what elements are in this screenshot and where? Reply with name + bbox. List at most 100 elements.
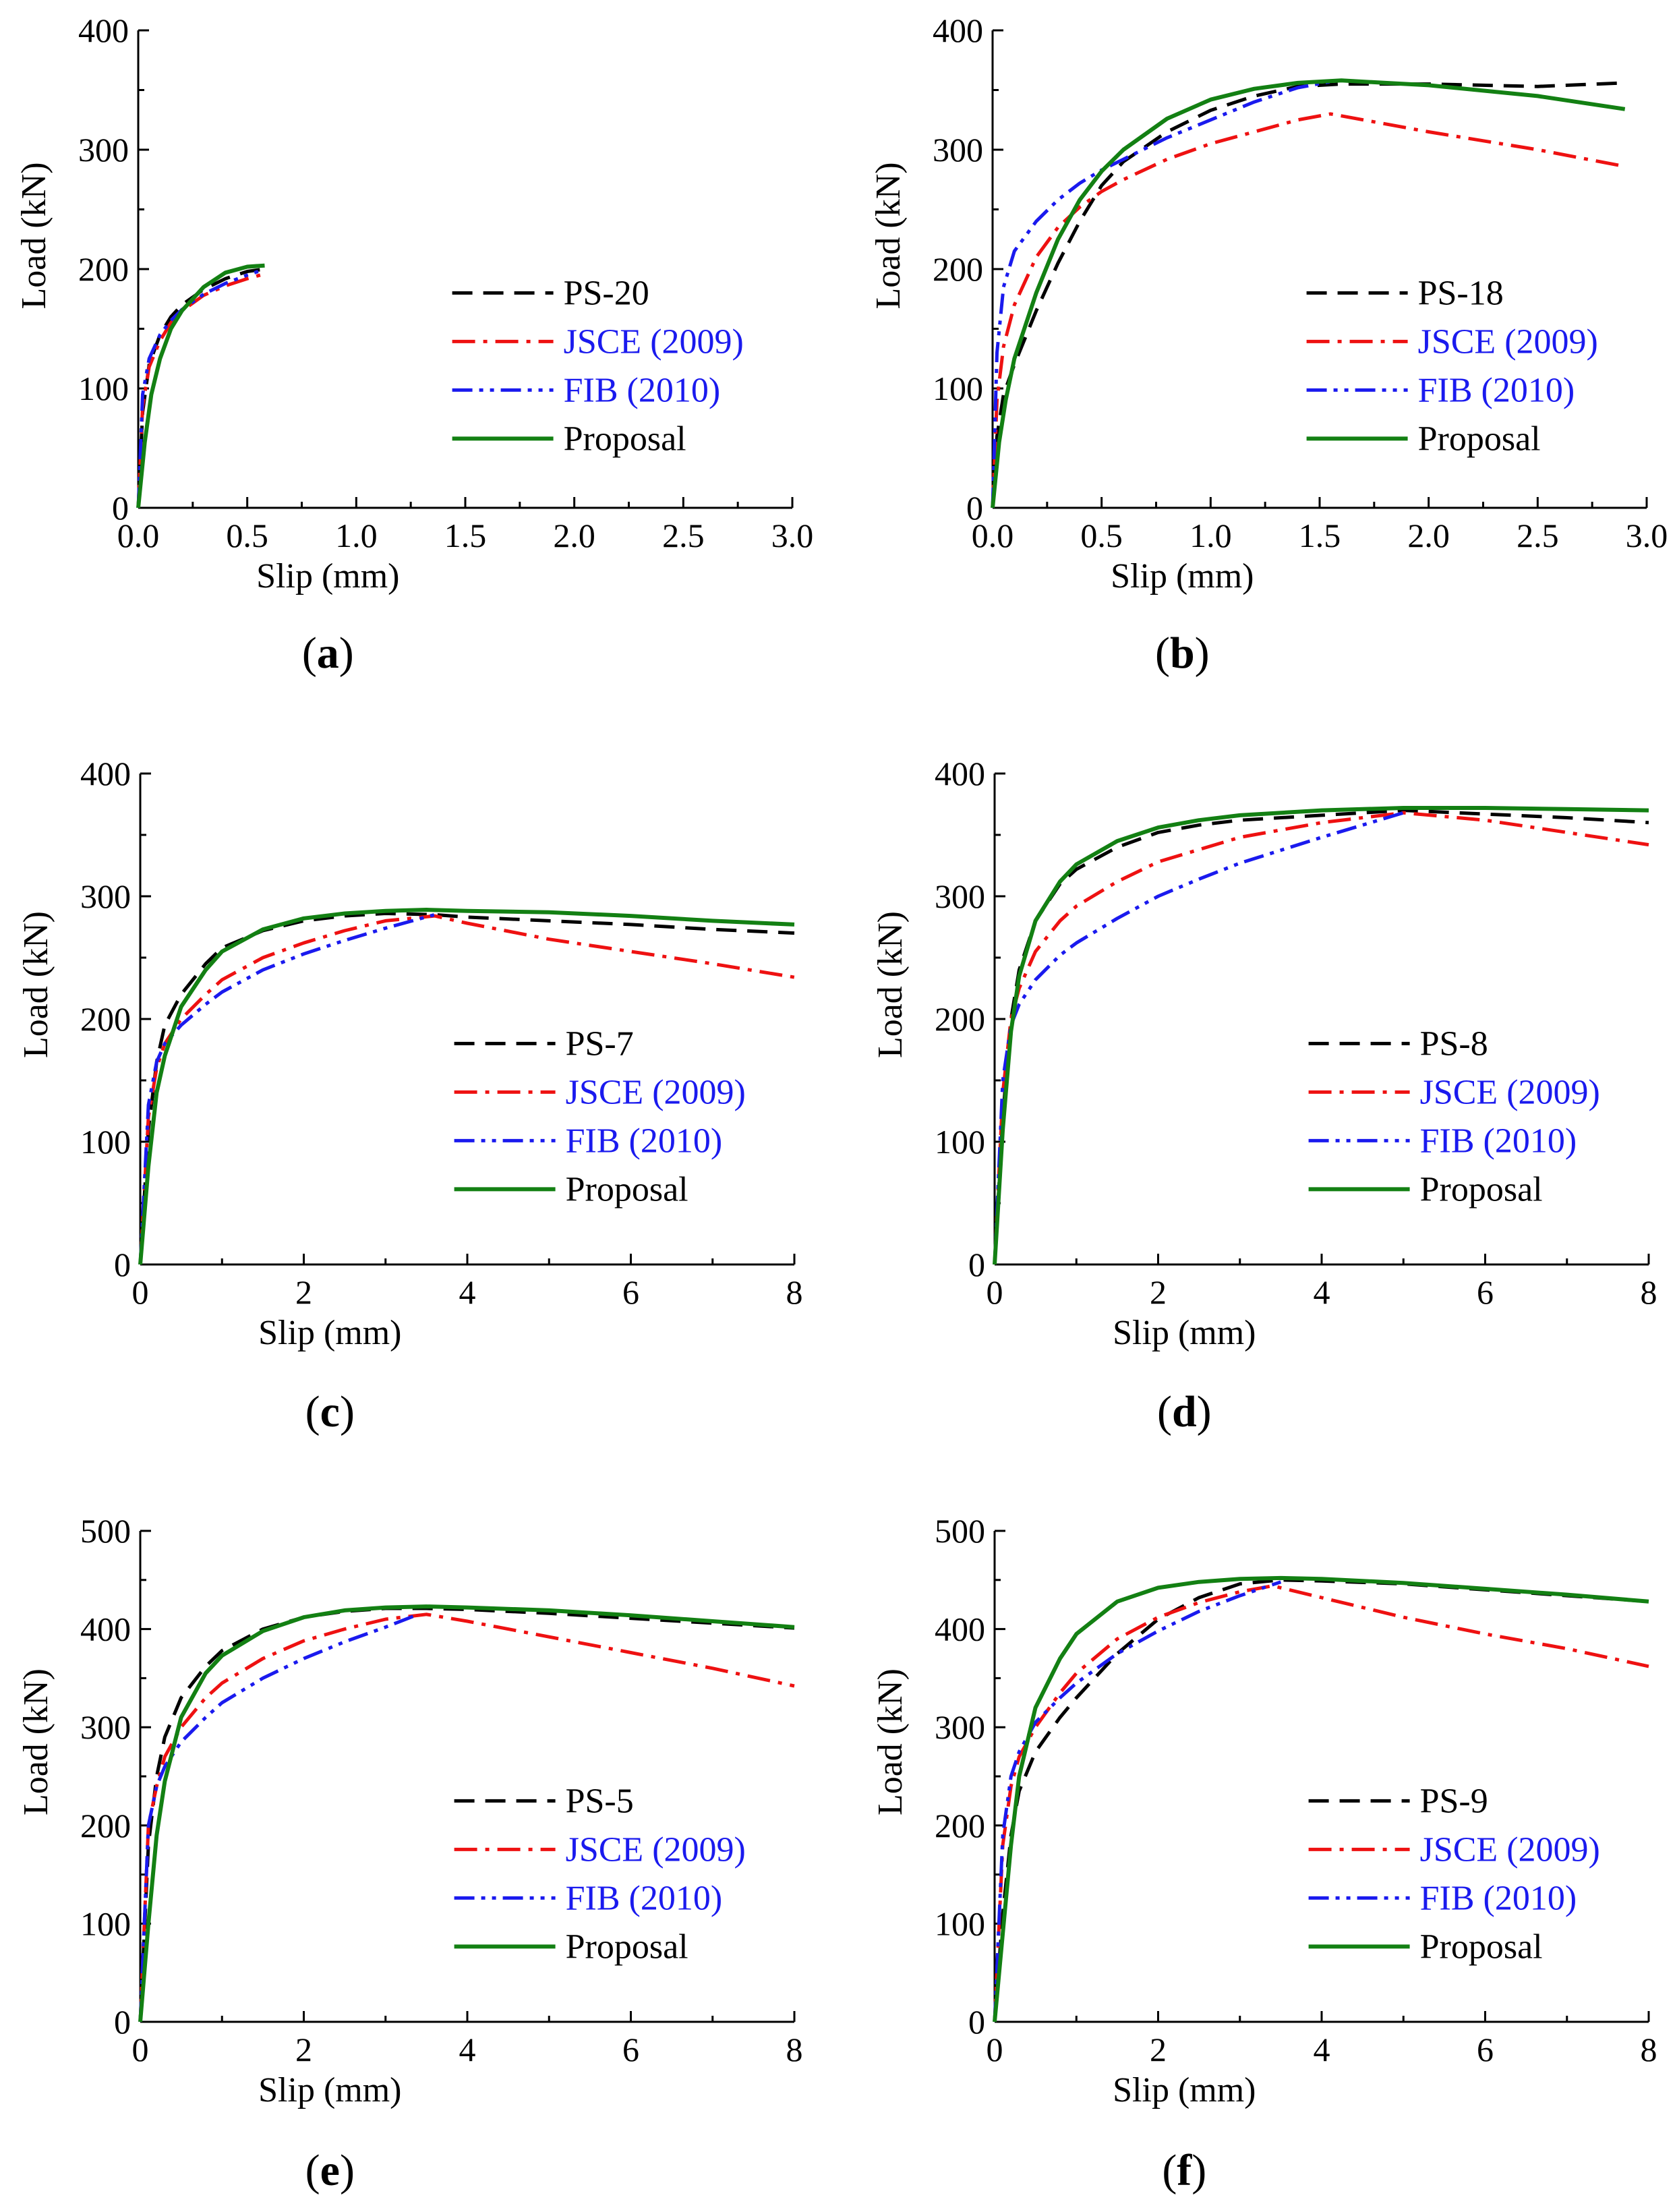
series-line-jsce-2009 [138,1612,795,2022]
legend-entry-label: Proposal [1420,1170,1543,1209]
x-tick-label: 2 [295,1273,312,1311]
legend-entry-label: Proposal [1420,1927,1543,1966]
x-tick-label: 2 [1150,2031,1167,2068]
series-line-ps-5 [138,1606,795,2022]
x-tick-label: 3.0 [1626,517,1668,554]
legend-entry-label: FIB (2010) [1420,1122,1577,1160]
x-tick-label: 0.5 [1080,517,1123,554]
panel-label: (c) [305,1387,355,1436]
y-tick-label: 0 [112,489,129,527]
x-axis-title: Slip (mm) [256,557,399,595]
y-tick-label: 400 [78,11,129,49]
y-tick-label: 300 [80,877,131,915]
x-tick-label: 0 [987,1273,1003,1311]
y-tick-label: 100 [80,1123,131,1161]
series-line-fib-2010 [136,270,259,508]
panel-label: (f) [1162,2146,1206,2195]
chart-panel-f: 0 2 4 6 8 0 100 200 300 400 500 Slip (mm) Load (kN) P… [871,1512,1657,2195]
series-line-jsce-2009 [991,112,1626,508]
y-axis-title: Load (kN) [871,1668,910,1815]
legend: PS-8 JSCE (2009) FIB (2010) Proposal [1308,1024,1600,1209]
panel-label: (a) [302,629,354,678]
legend-entry-label: Proposal [566,1927,688,1966]
series-line-fib-2010 [138,1612,419,2022]
series-line-fib-2010 [993,811,1405,1265]
x-tick-label: 4 [1314,2031,1330,2068]
x-axis-title: Slip (mm) [258,2071,401,2109]
legend-entry-label: FIB (2010) [566,1122,723,1160]
x-tick-label: 2.0 [1407,517,1450,554]
series-line-jsce-2009 [136,272,266,508]
legend-entry-label: PS-8 [1420,1024,1488,1063]
legend: PS-5 JSCE (2009) FIB (2010) Proposal [454,1782,746,1966]
x-tick-label: 4 [459,2031,476,2068]
y-tick-label: 400 [80,755,131,792]
x-tick-label: 3.0 [771,517,814,554]
x-tick-label: 8 [786,1273,803,1311]
y-axis-title: Load (kN) [15,162,53,309]
y-tick-label: 100 [935,1123,985,1161]
chart-panel-a: 0.0 0.5 1.0 1.5 2.0 2.5 3.0 0 100 200 300 400 Slip (… [15,11,813,678]
y-tick-label: 200 [935,1000,985,1038]
y-tick-label: 0 [114,1246,131,1283]
y-tick-label: 300 [80,1708,131,1746]
series-line-fib-2010 [138,912,436,1265]
legend-entry-label: JSCE (2009) [1420,1830,1600,1869]
legend-entry-label: JSCE (2009) [566,1830,746,1869]
x-tick-label: 6 [622,1273,639,1311]
legend-entry-label: FIB (2010) [566,1879,723,1917]
legend: PS-18 JSCE (2009) FIB (2010) Proposal [1306,274,1598,458]
legend-entry-label: PS-7 [566,1024,634,1063]
x-tick-label: 1.5 [1299,517,1341,554]
series-line-jsce-2009 [993,811,1649,1265]
y-tick-label: 200 [933,250,983,288]
x-tick-label: 8 [786,2031,803,2068]
y-tick-label: 100 [933,370,983,407]
x-tick-label: 0.0 [972,517,1014,554]
x-tick-label: 2.5 [1517,517,1559,554]
x-tick-label: 6 [622,2031,639,2068]
series-line-proposal [993,1575,1649,2022]
legend-entry-label: JSCE (2009) [1420,1073,1600,1111]
x-tick-label: 0.5 [226,517,268,554]
legend-entry-label: PS-20 [564,274,649,312]
legend-entry-label: Proposal [564,419,686,458]
legend-entry-label: FIB (2010) [564,371,721,409]
x-tick-label: 8 [1641,1273,1657,1311]
x-tick-label: 1.0 [1189,517,1232,554]
series-line-ps-8 [993,809,1649,1265]
panel-label: (d) [1157,1387,1212,1436]
x-axis-title: Slip (mm) [258,1314,401,1352]
x-tick-label: 8 [1641,2031,1657,2068]
series-line-proposal [138,1604,795,2022]
legend-entry-label: JSCE (2009) [564,322,744,361]
x-tick-label: 0 [132,1273,149,1311]
series-line-proposal [136,263,265,508]
x-tick-label: 2.0 [553,517,595,554]
y-tick-label: 300 [933,131,983,169]
series-line-proposal [993,806,1649,1265]
y-tick-label: 100 [935,1904,985,1942]
chart-panel-b: 0.0 0.5 1.0 1.5 2.0 2.5 3.0 0 100 200 300 400 Slip (… [869,11,1668,678]
x-tick-label: 0 [132,2031,149,2068]
legend-entry-label: PS-18 [1418,274,1504,312]
y-tick-label: 0 [966,489,983,527]
legend-entry-label: JSCE (2009) [566,1073,746,1111]
y-tick-label: 400 [80,1610,131,1648]
chart-panel-e: 0 2 4 6 8 0 100 200 300 400 500 Slip (mm) Load (kN) P… [17,1512,803,2195]
y-tick-label: 0 [968,1246,985,1283]
legend: PS-9 JSCE (2009) FIB (2010) Proposal [1308,1782,1600,1966]
y-axis-title: Load (kN) [17,1668,55,1815]
series-line-proposal [991,78,1626,508]
y-tick-label: 0 [968,2003,985,2041]
y-tick-label: 200 [80,1000,131,1038]
series-line-ps-20 [136,267,265,508]
legend-entry-label: FIB (2010) [1420,1879,1577,1917]
legend-entry-label: Proposal [566,1170,688,1209]
x-tick-label: 1.5 [444,517,487,554]
x-tick-label: 2.5 [662,517,705,554]
legend-entry-label: JSCE (2009) [1418,322,1598,361]
y-tick-label: 400 [935,755,985,792]
legend-entry-label: PS-9 [1420,1782,1488,1820]
x-tick-label: 0.0 [117,517,160,554]
